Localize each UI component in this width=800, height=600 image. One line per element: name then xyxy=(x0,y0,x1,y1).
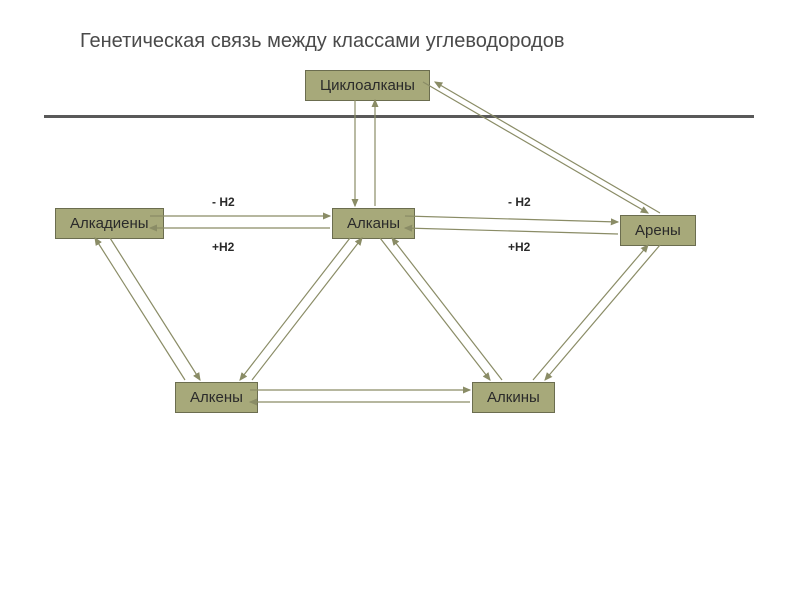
page-title: Генетическая связь между классами углево… xyxy=(80,30,564,53)
edge-arrow xyxy=(405,216,618,222)
edge-arrow xyxy=(240,238,350,380)
node-alkynes: Алкины xyxy=(472,382,555,413)
edge-arrow xyxy=(380,238,490,380)
edge-arrow xyxy=(252,238,362,380)
edge-arrow xyxy=(533,245,648,380)
node-cycloalkanes: Циклоалканы xyxy=(305,70,430,101)
edge-arrow xyxy=(423,82,648,213)
edge-label-plus-h2-right: +Н2 xyxy=(508,240,530,254)
edge-label-minus-h2-left: - Н2 xyxy=(212,195,235,209)
edge-arrow xyxy=(392,238,502,380)
node-alkadienes: Алкадиены xyxy=(55,208,164,239)
edge-arrow xyxy=(110,238,200,380)
node-alkenes: Алкены xyxy=(175,382,258,413)
edge-arrow xyxy=(405,228,618,234)
edge-arrow xyxy=(435,82,660,213)
edge-arrow xyxy=(95,238,185,380)
horizontal-rule xyxy=(44,115,754,118)
edge-arrow xyxy=(545,245,660,380)
edge-label-plus-h2-left: +Н2 xyxy=(212,240,234,254)
edge-label-minus-h2-right: - Н2 xyxy=(508,195,531,209)
node-alkanes: Алканы xyxy=(332,208,415,239)
node-arenes: Арены xyxy=(620,215,696,246)
